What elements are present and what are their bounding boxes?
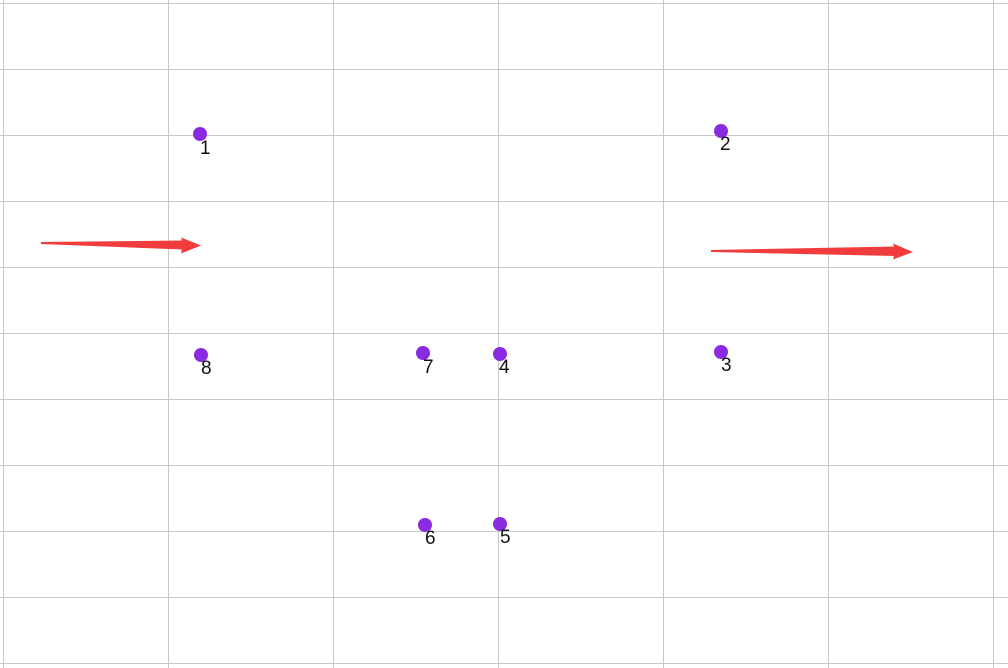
arrow-right bbox=[711, 243, 913, 260]
point-label: 2 bbox=[720, 134, 731, 155]
point-label: 6 bbox=[425, 528, 436, 549]
point-marker[interactable] bbox=[416, 346, 430, 360]
point-label: 3 bbox=[721, 355, 732, 376]
point-5[interactable]: 5 bbox=[493, 517, 511, 548]
arrows bbox=[41, 237, 913, 260]
point-4[interactable]: 4 bbox=[493, 347, 510, 378]
point-1[interactable]: 1 bbox=[193, 127, 211, 159]
point-marker[interactable] bbox=[714, 345, 728, 359]
point-label: 7 bbox=[423, 357, 434, 378]
point-label: 4 bbox=[499, 357, 510, 378]
point-2[interactable]: 2 bbox=[714, 124, 731, 155]
arrow-left bbox=[41, 237, 201, 254]
point-marker[interactable] bbox=[193, 127, 207, 141]
point-7[interactable]: 7 bbox=[416, 346, 434, 378]
point-label: 5 bbox=[500, 527, 511, 548]
point-3[interactable]: 3 bbox=[714, 345, 732, 376]
point-marker[interactable] bbox=[714, 124, 728, 138]
point-label: 8 bbox=[201, 358, 212, 379]
point-marker[interactable] bbox=[194, 348, 208, 362]
point-marker[interactable] bbox=[493, 347, 507, 361]
point-6[interactable]: 6 bbox=[418, 518, 436, 549]
point-marker[interactable] bbox=[418, 518, 432, 532]
point-8[interactable]: 8 bbox=[194, 348, 212, 379]
point-label: 1 bbox=[200, 138, 211, 159]
points: 1 2 3 4 5 6 7 8 bbox=[193, 124, 732, 549]
point-marker[interactable] bbox=[493, 517, 507, 531]
